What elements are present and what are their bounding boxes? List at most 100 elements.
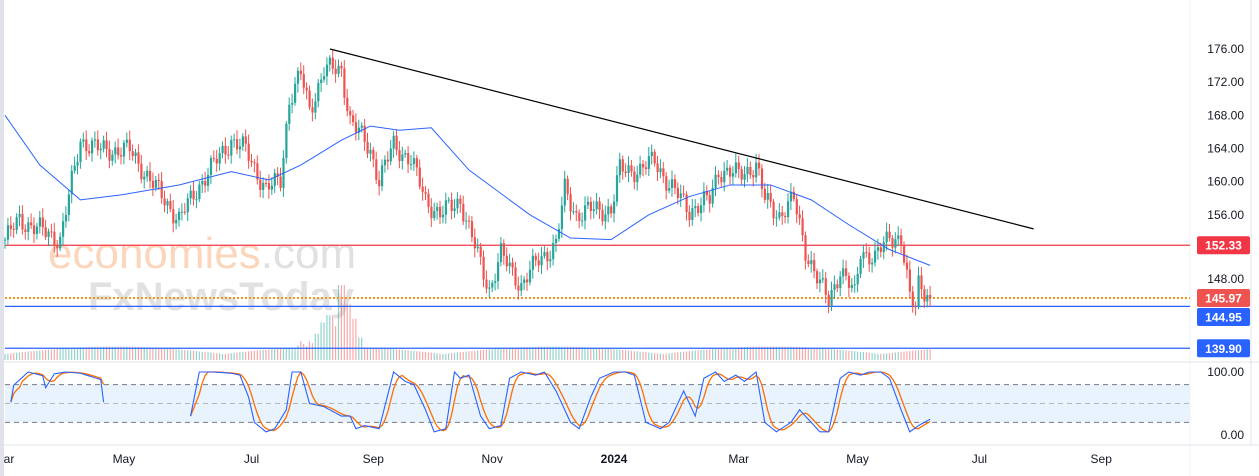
volume-bar bbox=[491, 349, 493, 360]
volume-bar bbox=[654, 353, 656, 360]
volume-bar bbox=[778, 346, 780, 360]
candle-body bbox=[813, 260, 816, 272]
volume-bar bbox=[166, 348, 168, 360]
candle-body bbox=[308, 90, 311, 108]
volume-bar bbox=[784, 346, 786, 360]
candle-body bbox=[157, 179, 160, 182]
volume-bar bbox=[366, 347, 369, 360]
volume-bar bbox=[288, 347, 290, 360]
volume-bar bbox=[886, 353, 888, 360]
volume-bar bbox=[503, 348, 505, 360]
volume-bar bbox=[85, 347, 87, 360]
volume-bar bbox=[134, 346, 137, 360]
volume-bar bbox=[279, 348, 282, 360]
moving-average bbox=[4, 115, 931, 266]
volume-bar bbox=[207, 352, 209, 360]
candle-body bbox=[514, 267, 517, 286]
volume-bar bbox=[187, 350, 189, 360]
candle-body bbox=[592, 209, 595, 211]
candle-body bbox=[905, 262, 909, 270]
volume-bar bbox=[912, 350, 914, 360]
candle-body bbox=[636, 174, 639, 183]
candle-body bbox=[323, 76, 326, 80]
candle-body bbox=[497, 262, 500, 282]
candle-body bbox=[128, 139, 131, 152]
volume-bar bbox=[833, 349, 835, 360]
volume-bar bbox=[593, 347, 595, 360]
volume-bar bbox=[210, 352, 212, 360]
candle-body bbox=[639, 163, 642, 175]
volume-bar bbox=[47, 349, 50, 360]
candle-body bbox=[679, 193, 682, 199]
volume-bar bbox=[587, 347, 589, 360]
volume-bar bbox=[926, 349, 928, 360]
candle-body bbox=[108, 149, 111, 161]
candle-body bbox=[766, 192, 769, 200]
candle-body bbox=[212, 158, 215, 160]
volume-bar bbox=[572, 346, 574, 360]
volume-bar bbox=[538, 346, 540, 360]
candle-body bbox=[82, 139, 85, 142]
candle-body bbox=[903, 244, 906, 263]
level-tag-0 bbox=[1197, 236, 1250, 255]
candle-body bbox=[795, 199, 798, 215]
candle-body bbox=[131, 151, 134, 156]
candle-body bbox=[714, 174, 717, 189]
candle-body bbox=[450, 199, 453, 211]
candle-body bbox=[383, 159, 387, 166]
volume-bar bbox=[155, 347, 157, 360]
volume-bar bbox=[488, 349, 490, 360]
volume-bar bbox=[752, 346, 754, 360]
candle-body bbox=[204, 180, 207, 186]
candle-body bbox=[102, 140, 105, 149]
volume-bar bbox=[584, 347, 586, 360]
candle-body bbox=[207, 174, 210, 186]
trendline[interactable] bbox=[329, 48, 1034, 230]
candle-body bbox=[650, 151, 653, 157]
volume-bar bbox=[575, 346, 577, 360]
candle-body bbox=[418, 167, 421, 187]
candle-body bbox=[694, 206, 697, 209]
volume-bar bbox=[787, 346, 789, 360]
horizontal-levels[interactable]: 152.33 145.97 144.95 139.90 bbox=[5, 236, 1250, 358]
price-axis[interactable]: 176.00 172.00 168.00 164.00 160.00 156.00 148.… bbox=[1207, 42, 1244, 442]
candle-body bbox=[563, 178, 566, 206]
volume-bar bbox=[865, 352, 867, 360]
candle-body bbox=[146, 170, 149, 177]
volume-bar bbox=[91, 346, 93, 360]
candle-body bbox=[566, 178, 569, 195]
candle-body bbox=[241, 136, 244, 147]
level-tag-label: 144.95 bbox=[1205, 310, 1242, 324]
candle-body bbox=[575, 211, 578, 213]
volume-bar bbox=[598, 348, 601, 360]
candle-body bbox=[70, 170, 73, 195]
candle-body bbox=[427, 193, 430, 207]
volume-bar bbox=[880, 353, 882, 360]
candle-body bbox=[360, 125, 363, 128]
volume-bar bbox=[659, 353, 661, 360]
candle-body bbox=[134, 152, 137, 156]
volume-bar bbox=[668, 353, 670, 360]
volume-bar bbox=[97, 346, 99, 360]
svg-text:economies.com: economies.com bbox=[48, 229, 356, 278]
volume-bar bbox=[494, 348, 496, 360]
candle-body bbox=[151, 180, 155, 188]
candle-body bbox=[172, 209, 175, 224]
trendline-line[interactable] bbox=[329, 48, 1034, 230]
candle-body bbox=[894, 239, 897, 248]
candle-body bbox=[624, 171, 627, 174]
time-label: Jul bbox=[972, 452, 987, 466]
candle-body bbox=[12, 228, 15, 230]
volume-bar bbox=[79, 347, 81, 360]
candle-body bbox=[227, 154, 230, 156]
candle-body bbox=[96, 139, 99, 151]
volume-bar bbox=[564, 346, 566, 360]
volume-bar bbox=[335, 326, 337, 360]
time-axis[interactable]: ar May Jul Sep Nov 2024 Mar May Jul Sep bbox=[4, 452, 1113, 466]
candle-body bbox=[926, 295, 929, 302]
volume-bar bbox=[245, 351, 247, 360]
volume-bar bbox=[474, 350, 476, 360]
candle-body bbox=[462, 203, 465, 222]
candle-body bbox=[198, 184, 201, 200]
